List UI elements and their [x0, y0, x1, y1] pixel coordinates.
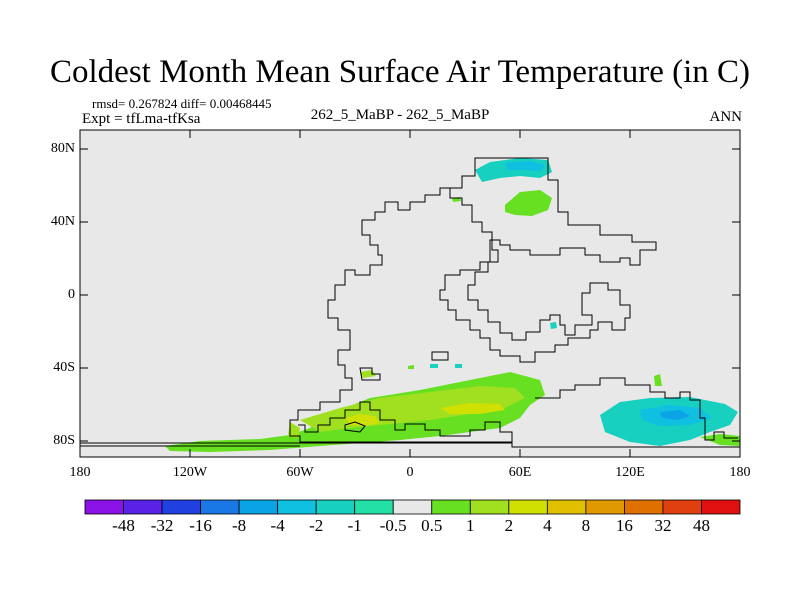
- tropical-warm-speck: [408, 365, 414, 369]
- colorbar-swatch: [354, 499, 394, 515]
- colorbar-swatch: [238, 499, 279, 515]
- siberia-warming-region: [505, 190, 552, 216]
- tropical-cool-speck-1: [550, 322, 557, 329]
- colorbar-label: 32: [654, 516, 672, 535]
- pangea-west-outline: [289, 187, 513, 443]
- lat-label-40n: 40N: [50, 214, 75, 229]
- lon-label-120w: 120W: [172, 465, 208, 480]
- colorbar-swatch: [546, 499, 587, 515]
- case-label: 262_5_MaBP - 262_5_MaBP: [310, 107, 490, 123]
- lat-label-80s: 80S: [53, 433, 75, 448]
- pangea-north-outline: [439, 157, 657, 363]
- lon-label-0: 0: [406, 465, 414, 480]
- colorbar-label: 8: [581, 516, 591, 535]
- lat-ticks: [80, 148, 740, 442]
- colorbar-swatch: [508, 499, 548, 515]
- southern-continent-outline: [535, 377, 738, 441]
- continent-outlines: [80, 157, 740, 448]
- colorbar-label: -16: [189, 516, 212, 535]
- tropical-cool-speck-3: [455, 364, 462, 368]
- colorbar-swatch: [200, 499, 240, 515]
- colorbar-label: -4: [270, 516, 285, 535]
- colorbar-swatch: [84, 499, 124, 515]
- colorbar-label: 1: [466, 516, 475, 535]
- colorbar-swatch: [585, 499, 625, 515]
- colorbar-label: 16: [615, 516, 633, 535]
- colorbar: [84, 499, 741, 515]
- small-island-outline: [359, 367, 381, 381]
- season-label: ANN: [709, 109, 743, 125]
- colorbar-label: -48: [112, 516, 135, 535]
- colorbar-label: -2: [309, 516, 324, 535]
- colorbar-swatch: [392, 499, 433, 515]
- colorbar-label: -0.5: [379, 516, 407, 535]
- australia-south-cooling-deep: [660, 410, 690, 420]
- lon-label-180e: 180: [729, 465, 751, 480]
- lat-label-40s: 40S: [53, 360, 75, 375]
- lon-ticks: [189, 130, 631, 457]
- colorbar-label: 2: [504, 516, 514, 535]
- colorbar-swatch: [469, 499, 510, 515]
- arctic-cooling-core: [505, 161, 545, 171]
- colorbar-swatch: [315, 499, 356, 515]
- colorbar-label: -8: [232, 516, 247, 535]
- rmsd-text: rmsd= 0.267824 diff= 0.00468445: [92, 96, 272, 111]
- plot-title: Coldest Month Mean Surface Air Temperatu…: [50, 54, 750, 90]
- lon-label-60w: 60W: [286, 465, 314, 480]
- lat-label-80n: 80N: [50, 141, 75, 156]
- colorbar-swatch: [624, 499, 664, 515]
- colorbar-swatch: [701, 499, 741, 515]
- colorbar-label: 0.5: [421, 516, 443, 535]
- antarctic-edge-line: [80, 442, 740, 448]
- colorbar-swatch: [277, 499, 317, 515]
- colorbar-label: 48: [692, 516, 710, 535]
- colorbar-label: 4: [543, 516, 552, 535]
- experiment-label: Expt = tfLma-tfKsa: [82, 111, 201, 127]
- antarctic-coast-warming: [700, 434, 740, 446]
- colorbar-swatch: [662, 499, 702, 515]
- atlantic-warm-core: [440, 403, 505, 414]
- south-pacific-warm-band: [288, 422, 300, 438]
- colorbar-label: -32: [150, 516, 174, 535]
- west-islands-outline: [344, 421, 366, 433]
- colorbar-label: -1: [347, 516, 362, 535]
- lat-label-0: 0: [68, 287, 75, 302]
- tropical-inlet-outline: [431, 351, 449, 361]
- anomaly-shading: [165, 158, 740, 452]
- east-asia-warm-speck: [654, 374, 662, 386]
- lon-label-180w: 180: [69, 465, 91, 480]
- southern-ocean-warming-core: [345, 414, 380, 426]
- colorbar-swatch: [431, 499, 471, 515]
- colorbar-swatch: [161, 499, 201, 515]
- lon-label-60e: 60E: [508, 465, 532, 480]
- colorbar-swatch: [123, 499, 163, 515]
- lon-label-120e: 120E: [615, 465, 645, 480]
- tropical-cool-speck-2: [430, 364, 438, 368]
